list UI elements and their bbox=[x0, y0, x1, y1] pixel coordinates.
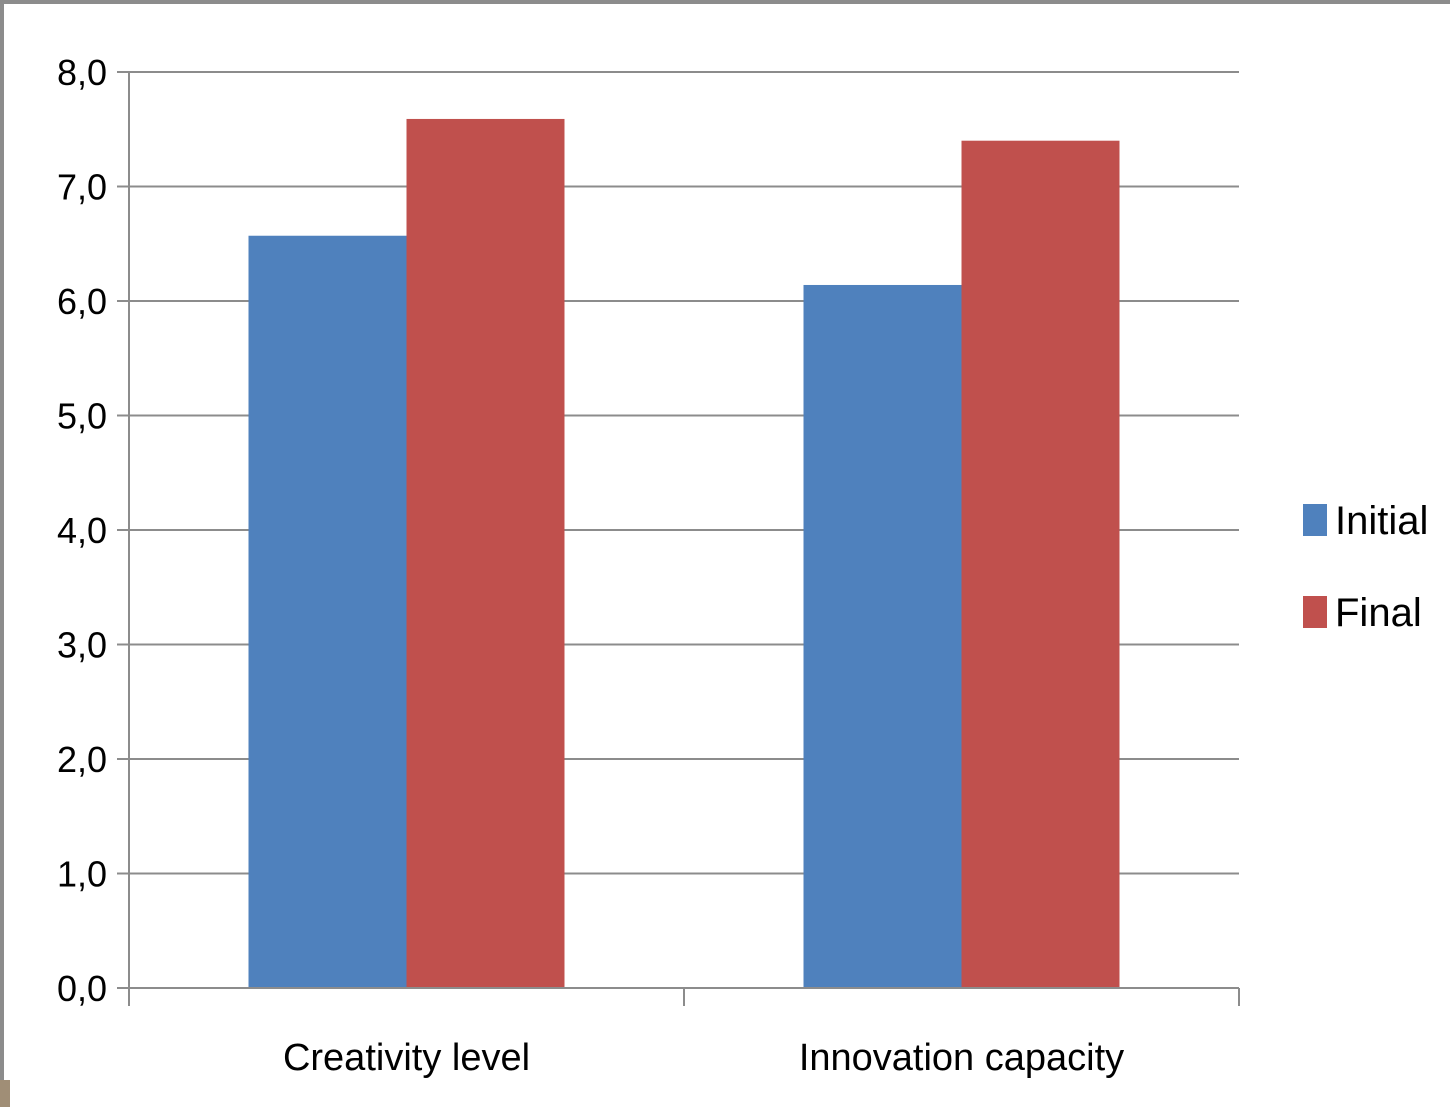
bar-initial-1 bbox=[248, 235, 407, 989]
y-tick-label: 5,0 bbox=[57, 396, 107, 437]
y-tick-label: 2,0 bbox=[57, 739, 107, 780]
bar-chart: 0,0 1,0 2,0 3,0 4,0 5,0 6,0 7,0 8,0 Creativity le… bbox=[57, 52, 1428, 1079]
x-category-label: Innovation capacity bbox=[799, 1037, 1124, 1079]
y-tick-label: 1,0 bbox=[57, 854, 107, 895]
axes bbox=[117, 71, 1240, 1006]
y-tick-label: 8,0 bbox=[57, 52, 107, 93]
corner-decoration bbox=[0, 1080, 10, 1107]
y-tick-label: 0,0 bbox=[57, 968, 107, 1009]
y-tick-label: 4,0 bbox=[57, 510, 107, 551]
y-tick-label: 7,0 bbox=[57, 167, 107, 208]
bars bbox=[248, 118, 1120, 989]
y-tick-label: 6,0 bbox=[57, 281, 107, 322]
legend-swatch-initial bbox=[1303, 504, 1327, 536]
legend-swatch-final bbox=[1303, 596, 1327, 628]
y-tick-label: 3,0 bbox=[57, 625, 107, 666]
x-category-label: Creativity level bbox=[283, 1037, 530, 1079]
axis-labels: 0,0 1,0 2,0 3,0 4,0 5,0 6,0 7,0 8,0 Creativity le… bbox=[57, 52, 1124, 1079]
legend-label-initial: Initial bbox=[1335, 499, 1428, 543]
legend-label-final: Final bbox=[1335, 591, 1422, 635]
legend: Initial Final bbox=[1303, 499, 1428, 635]
bar-initial-2 bbox=[803, 284, 962, 989]
bar-final-1 bbox=[406, 118, 565, 988]
bar-final-2 bbox=[961, 140, 1120, 988]
